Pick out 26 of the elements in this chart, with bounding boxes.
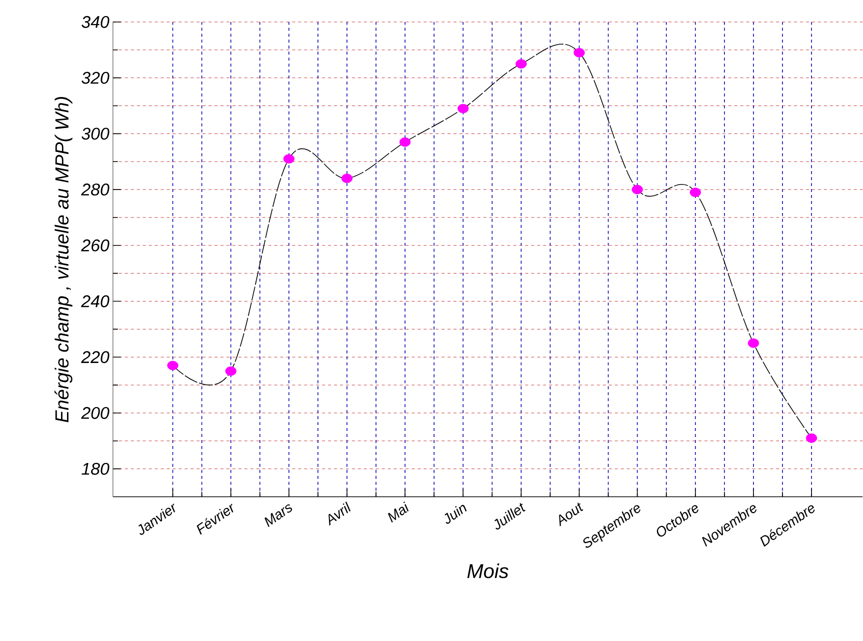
y-tick-label: 240 [81,295,110,308]
x-tick-label: Mars [264,504,292,528]
point [458,104,469,114]
point [690,188,701,198]
point [574,48,585,58]
point [516,59,527,69]
y-tick-label: 300 [82,128,110,140]
point [225,366,236,376]
y-tick-label: 200 [81,407,110,420]
y-tick-label: 280 [81,184,110,196]
y-tick-label: 340 [82,16,110,28]
x-tick-label: Juin [444,504,467,524]
point [341,174,353,184]
y-tick-label: 180 [82,462,110,475]
y-tick-label: 320 [82,72,110,84]
y-tick-label: 220 [81,351,110,364]
point [399,138,411,147]
point [806,434,818,443]
y-axis-title: Enérgie champ , virtuelle au MPP( Wh) [54,97,72,422]
point [167,360,178,370]
x-tick-label: Mai [388,502,409,523]
point [632,185,643,194]
y-tick-label: 260 [81,240,110,252]
x-axis-title: Mois [467,564,508,578]
point [748,338,760,348]
point [283,154,294,164]
